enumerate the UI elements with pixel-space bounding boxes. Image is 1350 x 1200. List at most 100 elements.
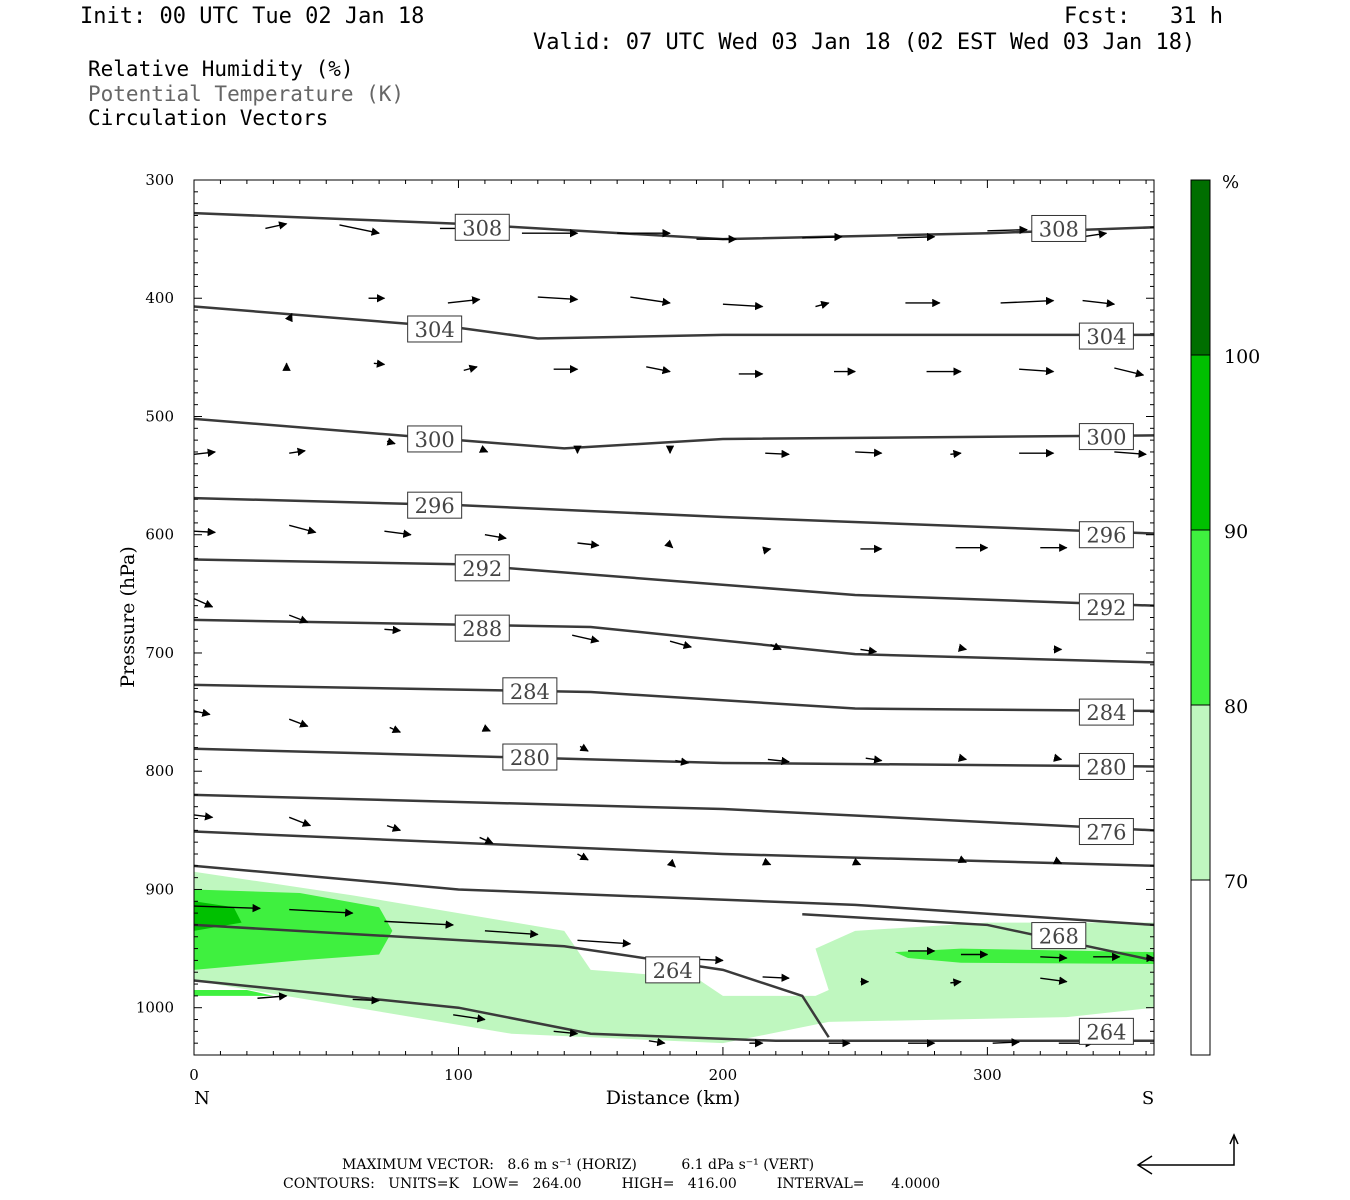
circulation-vector xyxy=(478,445,489,453)
circulation-vector xyxy=(957,753,968,762)
contour-label-box xyxy=(1031,214,1087,242)
circulation-vector xyxy=(957,643,968,652)
theta-contour-308 xyxy=(194,211,1154,241)
contour-label-box xyxy=(454,614,510,642)
rh-region-80 xyxy=(894,948,1154,964)
contour-label-box xyxy=(407,315,463,343)
y-tick-label: 1000 xyxy=(136,999,174,1017)
title-circulation-vectors: Circulation Vectors xyxy=(88,106,329,130)
circulation-vector xyxy=(577,939,632,948)
rh-region-70 xyxy=(194,871,1154,1044)
contour-label-box xyxy=(1078,698,1134,726)
init-time: Init: 00 UTC Tue 02 Jan 18 xyxy=(80,4,425,29)
circulation-vector xyxy=(289,447,306,457)
forecast-hour: Fcst: 31 h xyxy=(1064,4,1223,29)
contours-note: CONTOURS: UNITS=K LOW= 264.00 HIGH= 416.… xyxy=(283,1176,941,1192)
circulation-vector xyxy=(289,524,317,535)
contour-label: 280 xyxy=(1086,755,1126,779)
circulation-vector xyxy=(194,708,211,717)
y-tick-label: 900 xyxy=(145,880,174,898)
contour-label-box xyxy=(502,743,558,771)
circulation-vector xyxy=(572,634,600,644)
colorbar-segment xyxy=(1191,530,1210,705)
theta-contour-268 xyxy=(802,913,1154,962)
x-tick-label: 300 xyxy=(973,1066,1002,1084)
circulation-vector xyxy=(386,437,396,446)
circulation-vector xyxy=(386,823,402,832)
circulation-vector xyxy=(577,540,600,549)
contour-label: 292 xyxy=(462,557,502,581)
circulation-vector xyxy=(802,232,843,242)
colorbar-frame xyxy=(1190,179,1211,1056)
circulation-vector xyxy=(373,359,386,368)
contour-label-box xyxy=(1078,521,1134,549)
y-tick-label: 300 xyxy=(145,171,174,189)
contour-label: 296 xyxy=(415,494,455,518)
contour-label-box xyxy=(1078,818,1134,846)
circulation-vector xyxy=(1114,449,1147,458)
contour-label: 284 xyxy=(1086,701,1126,725)
circulation-vector xyxy=(1053,753,1063,762)
contour-label-box xyxy=(645,956,701,984)
circulation-vector xyxy=(288,718,309,728)
circulation-vector xyxy=(1082,230,1108,239)
circulation-vector xyxy=(630,296,671,307)
contour-label-box xyxy=(1078,423,1134,451)
circulation-vector xyxy=(484,532,507,542)
circulation-vector xyxy=(669,640,692,650)
theta-contour-296 xyxy=(194,496,1154,535)
colorbar: 70 80 90 100% xyxy=(1190,172,1260,1056)
contour-label: 304 xyxy=(415,318,455,342)
theta-contour-300 xyxy=(194,417,1154,450)
y-tick-label: 600 xyxy=(145,526,174,544)
circulation-vector xyxy=(289,908,354,917)
contour-label: 296 xyxy=(1086,524,1126,548)
circulation-vector xyxy=(352,996,380,1005)
colorbar-segment xyxy=(1191,355,1210,530)
contour-label: 308 xyxy=(462,216,502,240)
circulation-vector xyxy=(1052,856,1063,865)
circulation-vector xyxy=(646,365,671,375)
theta-contour-288 xyxy=(194,618,1154,664)
circulation-vector xyxy=(481,724,491,732)
circulation-vector xyxy=(815,300,830,309)
x-tick-label: 100 xyxy=(444,1066,473,1084)
circulation-vector xyxy=(194,527,216,537)
y-tick-label: 400 xyxy=(145,289,174,307)
contour-label: 308 xyxy=(1039,217,1079,241)
circulation-vector xyxy=(577,852,589,861)
theta-contour-292 xyxy=(194,558,1154,607)
circulation-vector xyxy=(675,757,690,766)
theta-contour-276 xyxy=(194,793,1154,832)
colorbar-segment xyxy=(1191,880,1210,1055)
circulation-vector xyxy=(479,836,494,845)
circulation-vector xyxy=(553,1028,579,1038)
circulation-vector xyxy=(762,546,772,555)
circulation-vector xyxy=(897,232,936,242)
contour-label: 280 xyxy=(510,746,550,770)
contour-label-box xyxy=(1078,593,1134,621)
theta-contour-280 xyxy=(194,747,1154,768)
contour-label: 288 xyxy=(462,617,502,641)
cross-section-chart: 308 308 304 304 300 300 296 296 292 292 288 284 284 2… xyxy=(117,171,1260,1109)
circulation-vector xyxy=(453,1014,486,1023)
theta-contour xyxy=(194,864,1154,927)
circulation-vector xyxy=(194,597,214,608)
rh-region-90 xyxy=(194,901,242,931)
colorbar-tick-label: 70 xyxy=(1224,871,1248,893)
circulation-vector xyxy=(384,625,402,635)
colorbar-segment xyxy=(1191,705,1210,880)
x-tick-label: 0 xyxy=(189,1066,199,1084)
x-right-end-label: S xyxy=(1142,1088,1154,1109)
colorbar-tick-label: 90 xyxy=(1224,521,1248,543)
contour-label-box xyxy=(502,677,558,705)
y-tick-label: 700 xyxy=(145,644,174,662)
contour-label: 268 xyxy=(1039,925,1079,949)
circulation-vector xyxy=(194,903,261,913)
contour-label: 264 xyxy=(1086,1020,1126,1044)
contour-label: 284 xyxy=(510,680,550,704)
circulation-vector xyxy=(860,646,878,655)
y-tick-label: 800 xyxy=(145,762,174,780)
contour-label-box xyxy=(1078,752,1134,780)
circulation-vector xyxy=(762,973,790,983)
